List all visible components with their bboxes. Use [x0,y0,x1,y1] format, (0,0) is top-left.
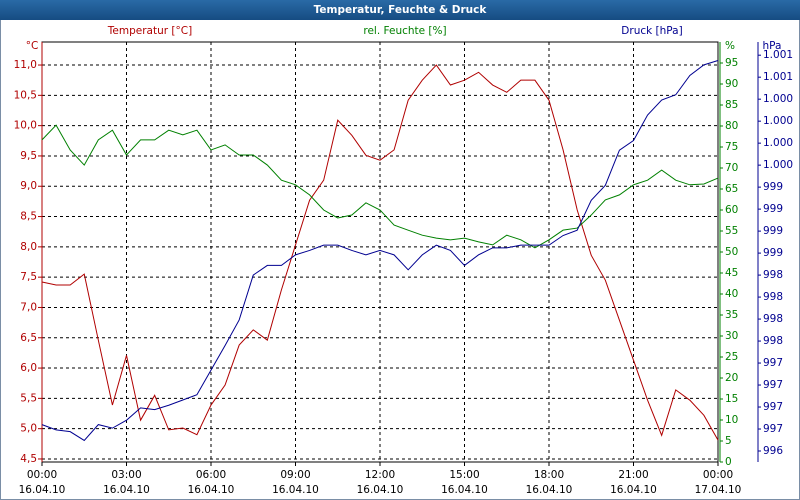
y-tick-label: 9,0 [20,180,37,192]
x-tick-date: 17.04.10 [695,484,742,496]
y-tick-label: 8,0 [20,241,37,253]
legend-label: Temperatur [°C] [107,25,192,37]
y3-tick-label: 1.000 [763,93,793,105]
y3-axis-unit: hPa [763,40,782,52]
y2-tick-label: 85 [725,99,738,111]
y-tick-label: 10,0 [14,120,37,132]
x-tick-label: 15:00 [449,469,479,481]
y3-tick-label: 998 [763,335,783,347]
x-tick-label: 12:00 [365,469,395,481]
y3-tick-label: 997 [763,401,783,413]
x-tick-label: 06:00 [196,469,226,481]
x-tick-date: 16.04.10 [19,484,66,496]
y3-tick-label: 1.000 [763,115,793,127]
y-tick-label: 6,5 [20,332,37,344]
y2-tick-label: 0 [725,456,732,468]
y2-tick-label: 30 [725,330,738,342]
x-tick-date: 16.04.10 [526,484,573,496]
series-line [41,64,719,441]
y-axis-unit: °C [26,40,39,52]
y-tick-label: 7,0 [20,301,37,313]
y3-tick-label: 999 [763,203,783,215]
y3-tick-label: 999 [763,225,783,237]
y2-tick-label: 20 [725,372,738,384]
y2-tick-label: 40 [725,288,738,300]
y2-tick-label: 5 [725,435,732,447]
y-tick-label: 7,5 [20,271,37,283]
x-tick-date: 16.04.10 [610,484,657,496]
y2-tick-label: 95 [725,57,738,69]
y2-axis-unit: % [725,40,735,52]
x-tick-label: 18:00 [534,469,564,481]
y3-tick-label: 999 [763,181,783,193]
y2-tick-label: 70 [725,162,738,174]
y3-tick-label: 999 [763,247,783,259]
x-tick-date: 16.04.10 [272,484,319,496]
y2-tick-label: 10 [725,414,738,426]
x-tick-date: 16.04.10 [357,484,404,496]
y-tick-label: 4,5 [20,453,37,465]
y-tick-label: 6,0 [20,362,37,374]
x-tick-label: 03:00 [111,469,141,481]
legend-label: Druck [hPa] [621,25,682,37]
y2-tick-label: 75 [725,141,738,153]
y-tick-label: 11,0 [14,59,37,71]
y2-tick-label: 45 [725,267,738,279]
y3-tick-label: 997 [763,379,783,391]
x-tick-label: 00:00 [703,469,733,481]
y3-tick-label: 997 [763,423,783,435]
title-bar [0,0,800,20]
y2-tick-label: 90 [725,78,738,90]
legend-label: rel. Feuchte [%] [363,25,446,37]
y2-tick-label: 80 [725,120,738,132]
y2-tick-label: 60 [725,204,738,216]
y2-tick-label: 35 [725,309,738,321]
series-line [41,124,719,249]
y2-tick-label: 55 [725,225,738,237]
y2-tick-label: 50 [725,246,738,258]
y3-tick-label: 997 [763,357,783,369]
y3-tick-label: 998 [763,313,783,325]
y2-tick-label: 65 [725,183,738,195]
x-tick-label: 21:00 [618,469,648,481]
x-tick-date: 16.04.10 [103,484,150,496]
y3-tick-label: 1.001 [763,49,793,61]
y-tick-label: 8,5 [20,211,37,223]
y3-tick-label: 1.001 [763,71,793,83]
y3-tick-label: 1.000 [763,137,793,149]
x-tick-date: 16.04.10 [441,484,488,496]
y3-tick-label: 996 [763,445,783,457]
x-tick-label: 09:00 [280,469,310,481]
y3-tick-label: 998 [763,291,783,303]
y-tick-label: 10,5 [14,89,37,101]
y-tick-label: 5,5 [20,392,37,404]
x-tick-date: 16.04.10 [188,484,235,496]
y2-tick-label: 25 [725,351,738,363]
y3-tick-label: 1.000 [763,159,793,171]
y-tick-label: 9,5 [20,150,37,162]
chart-title: Temperatur, Feuchte & Druck [314,4,488,16]
x-tick-label: 00:00 [27,469,57,481]
series-line [41,59,719,442]
y3-tick-label: 998 [763,269,783,281]
y-tick-label: 5,0 [20,423,37,435]
y2-tick-label: 15 [725,393,738,405]
